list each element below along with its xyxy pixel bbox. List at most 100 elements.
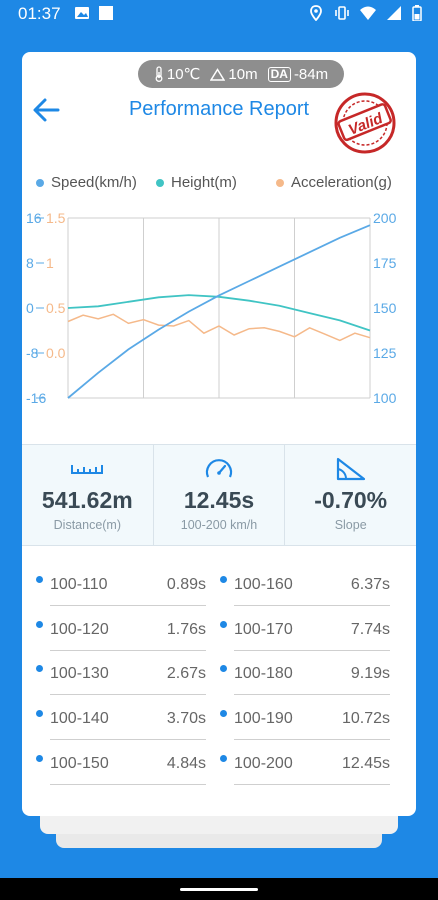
split-range: 100-170 — [234, 621, 293, 638]
legend-label: Speed(km/h) — [51, 174, 137, 191]
split-time-row[interactable]: 100-110 0.89s — [36, 562, 206, 606]
status-bar: 01:37 — [0, 0, 438, 28]
summary-label: Slope — [334, 518, 367, 532]
row-divider — [234, 605, 390, 606]
split-time-row[interactable]: 100-150 4.84s — [36, 741, 206, 785]
row-divider — [50, 605, 206, 606]
acceleration-tick-label: 1.5 — [46, 210, 66, 226]
speed-tick-label: 100 — [373, 390, 397, 406]
slope-icon — [336, 457, 365, 481]
card-stack-shadow — [40, 812, 398, 834]
bullet-dot — [220, 665, 227, 672]
summary-label: 100-200 km/h — [180, 518, 258, 532]
legend-dot — [156, 178, 164, 187]
bullet-dot — [220, 755, 227, 762]
summary-time: 12.45s 100-200 km/h — [154, 445, 286, 545]
height-series-line — [67, 294, 371, 332]
split-time-row[interactable]: 100-140 3.70s — [36, 696, 206, 740]
split-value: 0.89s — [166, 576, 206, 593]
legend-item-height[interactable]: Height(m) — [156, 174, 237, 191]
speed-tick-label: 200 — [373, 210, 397, 226]
acceleration-tick-label: 0.0 — [46, 345, 66, 361]
row-divider — [50, 650, 206, 651]
back-arrow-icon[interactable] — [30, 94, 62, 126]
row-divider — [234, 694, 390, 695]
location-icon — [310, 5, 322, 21]
split-time-row[interactable]: 100-160 6.37s — [220, 562, 390, 606]
status-time: 01:37 — [18, 4, 61, 23]
split-value: 6.37s — [350, 576, 390, 593]
wifi-icon — [360, 6, 376, 20]
split-time-row[interactable]: 100-170 7.74s — [220, 607, 390, 651]
split-value: 4.84s — [166, 755, 206, 772]
summary-value: 541.62m — [41, 487, 133, 513]
split-value: 1.76s — [166, 621, 206, 638]
split-range: 100-150 — [50, 755, 109, 772]
bullet-dot — [220, 576, 227, 583]
row-divider — [50, 784, 206, 785]
summary-label: Distance(m) — [53, 518, 122, 532]
split-range: 100-180 — [234, 665, 293, 682]
split-value: 2.67s — [166, 665, 206, 682]
vibrate-icon — [335, 6, 349, 20]
split-time-row[interactable]: 100-190 10.72s — [220, 696, 390, 740]
bullet-dot — [220, 621, 227, 628]
split-range: 100-190 — [234, 710, 293, 727]
bullet-dot — [36, 576, 43, 583]
row-divider — [234, 739, 390, 740]
height-tick-label: 16 — [26, 210, 42, 226]
image-icon — [75, 7, 89, 19]
split-time-row[interactable]: 100-130 2.67s — [36, 651, 206, 695]
speed-tick-label: 125 — [373, 345, 397, 361]
split-range: 100-140 — [50, 710, 109, 727]
mountain-icon — [210, 67, 226, 81]
page-title: Performance Report — [128, 98, 310, 120]
altitude-value: 10m — [228, 65, 258, 83]
split-value: 12.45s — [341, 755, 390, 772]
chart-legend: Speed(km/h) Height(m) Acceleration(g) — [34, 174, 414, 194]
legend-item-speed[interactable]: Speed(km/h) — [36, 174, 137, 191]
bullet-dot — [36, 665, 43, 672]
bullet-dot — [220, 710, 227, 717]
height-tick-label: -8 — [26, 345, 39, 361]
thermometer-icon — [155, 66, 163, 82]
split-range: 100-200 — [234, 755, 293, 772]
summary-panel: 541.62m Distance(m) 12.45s 100-200 km/h … — [22, 444, 416, 546]
legend-label: Height(m) — [171, 174, 237, 191]
speed-series-line — [67, 224, 371, 399]
summary-distance: 541.62m Distance(m) — [22, 445, 154, 545]
height-tick-label: 0 — [26, 300, 34, 316]
acceleration-series-line — [67, 313, 371, 342]
legend-label: Acceleration(g) — [291, 174, 392, 191]
home-handle[interactable] — [180, 888, 258, 891]
row-divider — [234, 784, 390, 785]
summary-value: -0.70% — [314, 487, 388, 513]
split-time-row[interactable]: 100-120 1.76s — [36, 607, 206, 651]
speed-tick-label: 175 — [373, 255, 397, 271]
environment-pill: 10℃ 10m DA -84m — [138, 60, 344, 88]
split-time-row[interactable]: 100-200 12.45s — [220, 741, 390, 785]
report-card: 10℃ 10m DA -84m Performance Report Valid… — [22, 52, 416, 816]
density-altitude-value: -84m — [293, 65, 329, 83]
split-time-row[interactable]: 100-180 9.19s — [220, 651, 390, 695]
summary-slope: -0.70% Slope — [285, 445, 416, 545]
row-divider — [234, 650, 390, 651]
bullet-dot — [36, 621, 43, 628]
split-value: 7.74s — [350, 621, 390, 638]
split-range: 100-160 — [234, 576, 293, 593]
split-range: 100-110 — [50, 576, 108, 593]
split-range: 100-120 — [50, 621, 109, 638]
speed-tick-label: 150 — [373, 300, 397, 316]
legend-item-acceleration[interactable]: Acceleration(g) — [276, 174, 392, 191]
split-value: 3.70s — [166, 710, 206, 727]
density-altitude-badge: DA — [267, 66, 291, 82]
temperature-value: 10℃ — [166, 66, 201, 83]
split-value: 9.19s — [350, 665, 390, 682]
speedometer-icon — [205, 459, 233, 478]
bullet-dot — [36, 710, 43, 717]
split-range: 100-130 — [50, 665, 109, 682]
split-value: 10.72s — [341, 710, 390, 727]
acceleration-tick-label: 1 — [46, 255, 54, 271]
ruler-icon — [71, 465, 104, 474]
